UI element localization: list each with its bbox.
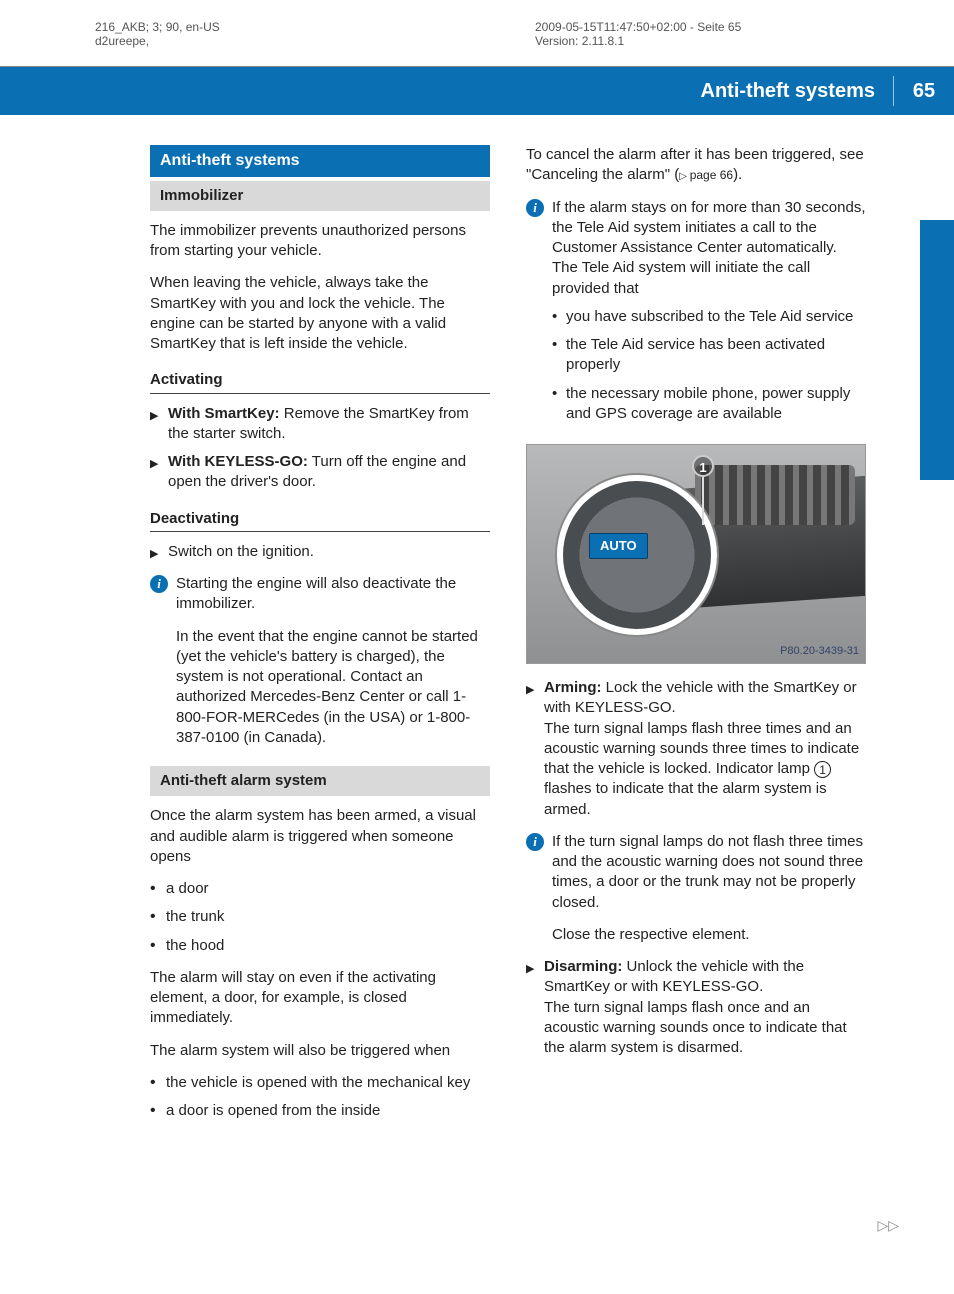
callout-ref: 1 [814,761,831,778]
continued-icon: ▷▷ [877,1217,899,1234]
step-text: Switch on the ignition. [168,542,314,562]
figure-vent [695,465,855,525]
bullet-icon [150,907,166,927]
paragraph: The alarm system will also be triggered … [150,1041,490,1061]
bullet-icon [552,335,566,376]
header-banner: Anti-theft systems 65 [0,67,954,115]
section-heading-blue: Anti-theft systems [150,145,490,177]
figure-leader-line [702,475,704,525]
paragraph: Once the alarm system has been armed, a … [150,806,490,867]
chapter-label: Safety and security [946,255,954,457]
step-marker-icon [150,404,168,445]
step-marker-icon [526,957,544,1058]
print-metadata: 216_AKB; 3; 90, en-US d2ureepe, 2009-05-… [0,0,954,58]
meta-right-2: Version: 2.11.8.1 [535,34,741,48]
step-list: Disarming: Unlock the vehicle with the S… [526,957,866,1058]
bullet-icon [552,384,566,425]
page: 216_AKB; 3; 90, en-US d2ureepe, 2009-05-… [0,0,954,1294]
info-text: Starting the engine will also deactivate… [176,574,490,615]
step-bold: Arming: [544,679,602,696]
info-text: If the alarm stays on for more than 30 s… [552,198,866,299]
info-icon: i [526,833,544,851]
step-bold: With SmartKey: [168,405,280,422]
paragraph: The immobilizer prevents unauthorized pe… [150,221,490,262]
step-text: The turn signal lamps flash three times … [544,720,859,778]
section-heading-gray: Anti-theft alarm system [150,766,490,796]
info-text: If the turn signal lamps do not flash th… [552,832,866,913]
bullet-list: the vehicle is opened with the mechanica… [150,1073,490,1122]
bullet-item: a door [150,879,490,899]
bullet-item: the vehicle is opened with the mechanica… [150,1073,490,1093]
info-icon: i [526,199,544,217]
step-bold: With KEYLESS-GO: [168,453,308,470]
figure-auto-label: AUTO [589,533,648,559]
section-heading-gray: Immobilizer [150,181,490,211]
bullet-icon [150,1073,166,1093]
step-text: The turn signal lamps flash once and an … [544,999,847,1057]
step-text: flashes to indicate that the alarm syste… [544,780,827,817]
bullet-item: the hood [150,936,490,956]
bullet-item: the necessary mobile phone, power supply… [552,384,866,425]
step-marker-icon [526,678,544,820]
step-bold: Disarming: [544,958,622,975]
paragraph: To cancel the alarm after it has been tr… [526,145,866,186]
step-item: Switch on the ignition. [150,542,490,562]
subheading: Activating [150,370,490,393]
step-marker-icon [150,452,168,493]
subheading: Deactivating [150,509,490,532]
column-left: Anti-theft systems Immobilizer The immob… [150,145,490,1133]
figure: AUTO 1 P80.20-3439-31 [526,444,866,664]
bullet-list: a door the trunk the hood [150,879,490,956]
step-item: With SmartKey: Remove the SmartKey from … [150,404,490,445]
bullet-item: the trunk [150,907,490,927]
step-item: Disarming: Unlock the vehicle with the S… [526,957,866,1058]
bullet-item: you have subscribed to the Tele Aid serv… [552,307,866,327]
figure-callout: 1 [692,455,714,477]
info-text: Close the respective element. [552,925,866,945]
info-block: i Starting the engine will also deactiva… [150,574,490,748]
column-right: To cancel the alarm after it has been tr… [526,145,866,1133]
bullet-item: the Tele Aid service has been activated … [552,335,866,376]
meta-right-1: 2009-05-15T11:47:50+02:00 - Seite 65 [535,20,741,34]
paragraph: The alarm will stay on even if the activ… [150,968,490,1029]
info-text: In the event that the engine cannot be s… [176,627,490,749]
page-xref: page 66 [679,168,733,182]
content: Anti-theft systems Immobilizer The immob… [0,115,954,1133]
paragraph: When leaving the vehicle, always take th… [150,273,490,354]
bullet-item: a door is opened from the inside [150,1101,490,1121]
step-marker-icon [150,542,168,562]
step-item: With KEYLESS-GO: Turn off the engine and… [150,452,490,493]
meta-left-2: d2ureepe, [95,34,430,48]
info-block: i If the turn signal lamps do not flash … [526,832,866,945]
step-list: Switch on the ignition. [150,542,490,562]
bullet-icon [150,1101,166,1121]
bullet-icon [150,879,166,899]
meta-left-1: 216_AKB; 3; 90, en-US [95,20,430,34]
step-list: With SmartKey: Remove the SmartKey from … [150,404,490,493]
step-item: Arming: Lock the vehicle with the SmartK… [526,678,866,820]
info-block: i If the alarm stays on for more than 30… [526,198,866,433]
figure-id: P80.20-3439-31 [780,644,859,659]
header-title: Anti-theft systems [701,76,894,106]
bullet-icon [552,307,566,327]
page-number: 65 [894,80,954,103]
bullet-list: you have subscribed to the Tele Aid serv… [552,307,866,424]
info-icon: i [150,575,168,593]
bullet-icon [150,936,166,956]
step-list: Arming: Lock the vehicle with the SmartK… [526,678,866,820]
